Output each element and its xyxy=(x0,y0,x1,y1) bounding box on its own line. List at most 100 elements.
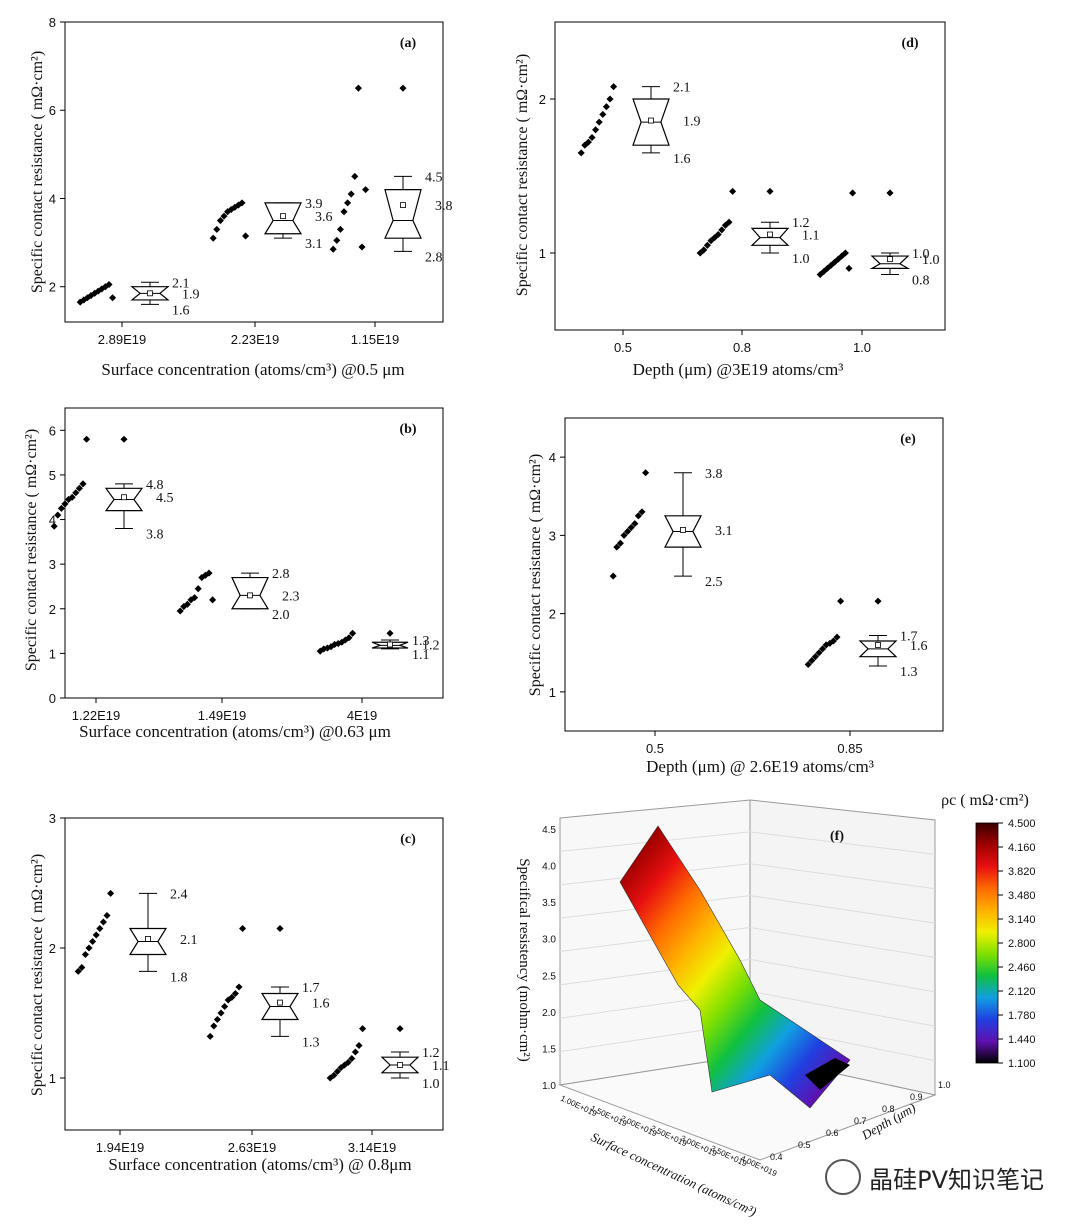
data-point xyxy=(718,226,726,234)
x-tick-label: 1.0 xyxy=(853,340,871,355)
data-point xyxy=(107,889,115,897)
mean-marker xyxy=(875,642,881,648)
panel-label: (f) xyxy=(830,829,844,844)
data-point xyxy=(347,190,355,198)
y-tick-label: 1 xyxy=(539,246,546,261)
z-tick-label: 3.0 xyxy=(542,935,556,946)
data-point xyxy=(213,1015,221,1024)
data-point xyxy=(634,512,642,520)
y-tick-label: 2 xyxy=(539,92,546,107)
data-point xyxy=(599,110,607,118)
y-tick-label: 8 xyxy=(49,15,56,30)
watermark-text: 晶硅PV知识笔记 xyxy=(869,1165,1044,1194)
data-point xyxy=(235,983,243,991)
data-point xyxy=(105,280,113,289)
data-point xyxy=(231,989,239,998)
y-tick-label: 4 xyxy=(49,191,56,206)
z-tick-label: 3.5 xyxy=(542,898,556,909)
data-point xyxy=(592,126,600,134)
x-axis-label: Surface concentration (atoms/cm³) @0.5 μ… xyxy=(101,360,404,379)
data-point xyxy=(194,585,202,593)
data-point xyxy=(209,234,217,242)
panel-label: (d) xyxy=(901,36,918,51)
min-label: 2.0 xyxy=(272,608,290,623)
mean-label: 1.2 xyxy=(422,638,440,653)
colorbar-tick-label: 1.100 xyxy=(1008,1058,1036,1070)
data-point xyxy=(89,937,97,946)
y-axis-label: Specific contact resistance ( mΩ·cm²) xyxy=(514,54,531,296)
box-notch xyxy=(384,189,422,239)
data-point xyxy=(239,924,247,933)
data-point xyxy=(815,649,823,657)
x-tick-label: 2.23E19 xyxy=(231,332,279,347)
data-point xyxy=(205,569,213,577)
data-point xyxy=(714,230,722,239)
plot-frame xyxy=(564,417,944,732)
data-point xyxy=(849,189,857,197)
y-tick-label: 0.4 xyxy=(770,1152,783,1162)
mean-label: 2.3 xyxy=(282,589,300,604)
colorbar-tick-label: 3.140 xyxy=(1008,914,1036,926)
data-point xyxy=(349,629,357,637)
grid-line xyxy=(749,831,936,855)
mean-marker xyxy=(387,641,393,648)
mean-label: 1.9 xyxy=(182,287,200,302)
min-label: 2.5 xyxy=(705,575,723,590)
data-point xyxy=(345,634,353,642)
y-axis-label: Specific contact resistance ( mΩ·cm²) xyxy=(29,854,46,1096)
max-label: 3.9 xyxy=(305,197,323,212)
data-point xyxy=(217,1009,225,1017)
data-point xyxy=(74,967,82,975)
mean-label: 3.6 xyxy=(315,210,333,225)
max-label: 3.8 xyxy=(705,467,723,482)
mean-marker xyxy=(397,1062,403,1068)
min-label: 1.8 xyxy=(170,970,188,985)
data-point xyxy=(92,931,100,939)
data-point xyxy=(72,489,80,497)
max-label: 1.0 xyxy=(912,247,930,262)
colorbar-tick-label: 1.780 xyxy=(1008,1010,1036,1022)
max-label: 1.7 xyxy=(302,981,320,996)
colorbar-tick-label: 1.440 xyxy=(1008,1034,1036,1046)
data-point xyxy=(79,480,87,488)
data-point xyxy=(811,653,819,661)
mean-marker xyxy=(277,999,283,1006)
x-tick-label: 2.63E19 xyxy=(228,1140,276,1155)
x-axis-label: Depth (μm) @3E19 atoms/cm³ xyxy=(633,360,844,379)
y-tick-label: 1 xyxy=(49,1071,56,1086)
min-label: 1.1 xyxy=(412,648,430,663)
data-point xyxy=(340,208,348,216)
data-point xyxy=(220,212,228,220)
y-tick-label: 5 xyxy=(49,468,56,483)
data-point xyxy=(358,243,366,251)
outlier-point xyxy=(386,629,394,637)
colorbar-tick-label: 4.500 xyxy=(1008,818,1036,830)
mean-marker xyxy=(280,213,286,220)
colorbar-title: ρc ( mΩ·cm²) xyxy=(941,792,1029,809)
watermark: 晶硅PV知识笔记 xyxy=(825,1159,1044,1195)
x-tick-label: 0.85 xyxy=(837,741,862,756)
data-point xyxy=(183,600,191,608)
max-label: 1.3 xyxy=(412,634,430,649)
x-tick-label: 0.5 xyxy=(614,340,632,355)
y-tick-label: 2 xyxy=(49,602,56,617)
x-tick-label: 1.94E19 xyxy=(96,1140,144,1155)
max-label: 2.8 xyxy=(272,567,290,582)
grid-line xyxy=(749,863,936,890)
max-label: 4.5 xyxy=(425,170,443,185)
data-point xyxy=(359,1025,367,1033)
y-tick-label: 1 xyxy=(49,646,56,661)
data-point xyxy=(96,924,104,933)
min-label: 1.6 xyxy=(673,152,691,167)
min-label: 1.0 xyxy=(422,1077,440,1092)
mean-label: 3.1 xyxy=(715,524,733,539)
data-point xyxy=(620,531,628,539)
outlier-point xyxy=(766,187,774,195)
data-point xyxy=(336,225,344,233)
y-tick-label: 2 xyxy=(49,941,56,956)
data-point xyxy=(595,118,603,126)
data-point xyxy=(624,527,632,535)
data-point xyxy=(845,264,853,272)
y-tick-label: 0.5 xyxy=(798,1140,811,1150)
